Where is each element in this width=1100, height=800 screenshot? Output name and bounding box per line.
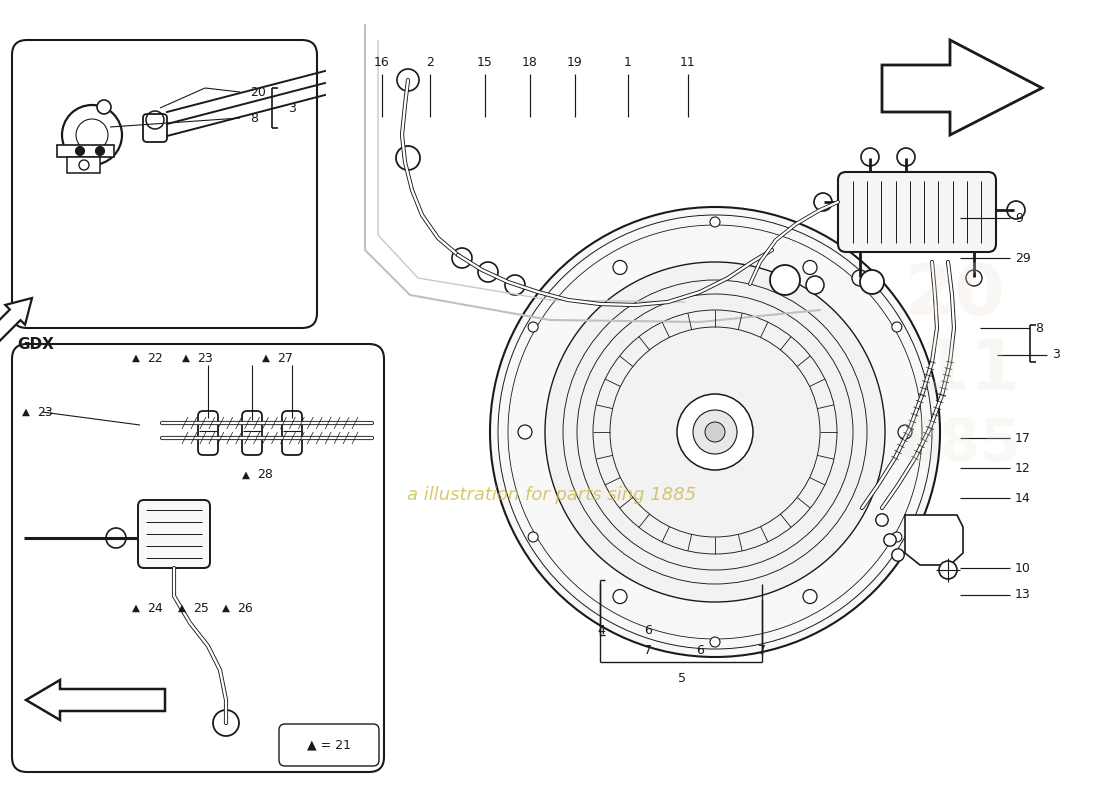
Text: 24: 24 [147, 602, 163, 614]
Polygon shape [57, 145, 114, 157]
FancyBboxPatch shape [198, 411, 218, 455]
Text: ▲: ▲ [22, 407, 30, 417]
Circle shape [852, 270, 868, 286]
Circle shape [939, 561, 957, 579]
Circle shape [528, 532, 538, 542]
Text: 11: 11 [680, 55, 696, 69]
Circle shape [613, 590, 627, 603]
Text: 2: 2 [426, 55, 433, 69]
Circle shape [803, 590, 817, 603]
Text: 22: 22 [147, 351, 163, 365]
Circle shape [490, 207, 940, 657]
Text: 18: 18 [522, 55, 538, 69]
Text: 8: 8 [1035, 322, 1043, 334]
Circle shape [814, 193, 832, 211]
Text: 3: 3 [288, 102, 296, 114]
Text: 13: 13 [1015, 589, 1031, 602]
Circle shape [770, 265, 800, 295]
Text: 15: 15 [477, 55, 493, 69]
Circle shape [96, 146, 104, 155]
Circle shape [76, 146, 85, 155]
Text: ▲: ▲ [178, 603, 186, 613]
Text: 20: 20 [904, 261, 1005, 330]
Circle shape [613, 261, 627, 274]
Text: 9: 9 [1015, 211, 1023, 225]
Circle shape [676, 394, 754, 470]
Text: 23: 23 [197, 351, 212, 365]
Circle shape [452, 248, 472, 268]
Circle shape [544, 262, 886, 602]
Text: 10: 10 [1015, 562, 1031, 574]
Text: 14: 14 [1015, 491, 1031, 505]
Text: 12: 12 [1015, 462, 1031, 474]
FancyBboxPatch shape [138, 500, 210, 568]
Circle shape [97, 100, 111, 114]
Circle shape [892, 322, 902, 332]
Circle shape [896, 148, 915, 166]
Text: GDX: GDX [16, 337, 54, 351]
Text: 1: 1 [624, 55, 631, 69]
Circle shape [705, 422, 725, 442]
Text: 6: 6 [645, 623, 652, 637]
Text: ▲ = 21: ▲ = 21 [307, 738, 351, 751]
Text: ▲: ▲ [132, 603, 140, 613]
FancyBboxPatch shape [242, 411, 262, 455]
Circle shape [892, 532, 902, 542]
Text: 16: 16 [374, 55, 389, 69]
Circle shape [710, 217, 720, 227]
Text: 7: 7 [758, 643, 766, 657]
Circle shape [213, 710, 239, 736]
Circle shape [710, 637, 720, 647]
Polygon shape [26, 680, 165, 720]
Circle shape [396, 146, 420, 170]
Text: 20: 20 [250, 86, 266, 98]
FancyBboxPatch shape [282, 411, 303, 455]
Circle shape [806, 276, 824, 294]
Text: 25: 25 [192, 602, 209, 614]
Text: 5: 5 [678, 671, 686, 685]
Text: ▲: ▲ [132, 353, 140, 363]
Circle shape [876, 514, 888, 526]
Polygon shape [0, 298, 32, 355]
Circle shape [861, 148, 879, 166]
Text: 26: 26 [236, 602, 253, 614]
Circle shape [518, 425, 532, 439]
Text: 4: 4 [597, 623, 605, 637]
Text: 7: 7 [644, 643, 652, 657]
Text: 3: 3 [1052, 349, 1060, 362]
Circle shape [505, 275, 525, 295]
Text: 23: 23 [37, 406, 53, 418]
Circle shape [883, 534, 896, 546]
Polygon shape [882, 40, 1042, 135]
Circle shape [892, 549, 904, 562]
Circle shape [528, 322, 538, 332]
Circle shape [79, 160, 89, 170]
Text: a illustration for parts sing 1885: a illustration for parts sing 1885 [407, 486, 696, 504]
Text: ▲: ▲ [242, 470, 250, 480]
Text: 19: 19 [568, 55, 583, 69]
Circle shape [1006, 201, 1025, 219]
Text: 8: 8 [250, 111, 258, 125]
Text: 27: 27 [277, 351, 293, 365]
Text: ▲: ▲ [262, 353, 270, 363]
Polygon shape [67, 157, 100, 173]
Text: 17: 17 [1015, 431, 1031, 445]
Text: 29: 29 [1015, 251, 1031, 265]
Text: ▲: ▲ [182, 353, 190, 363]
Circle shape [860, 270, 884, 294]
FancyBboxPatch shape [838, 172, 996, 252]
Circle shape [898, 425, 912, 439]
Circle shape [803, 261, 817, 274]
Text: 6: 6 [696, 643, 704, 657]
Text: 11: 11 [920, 335, 1021, 405]
Circle shape [693, 410, 737, 454]
Circle shape [397, 69, 419, 91]
Text: 28: 28 [257, 469, 273, 482]
Circle shape [478, 262, 498, 282]
Text: 885: 885 [899, 417, 1021, 474]
Circle shape [966, 270, 982, 286]
Polygon shape [905, 515, 962, 565]
Text: ▲: ▲ [222, 603, 230, 613]
